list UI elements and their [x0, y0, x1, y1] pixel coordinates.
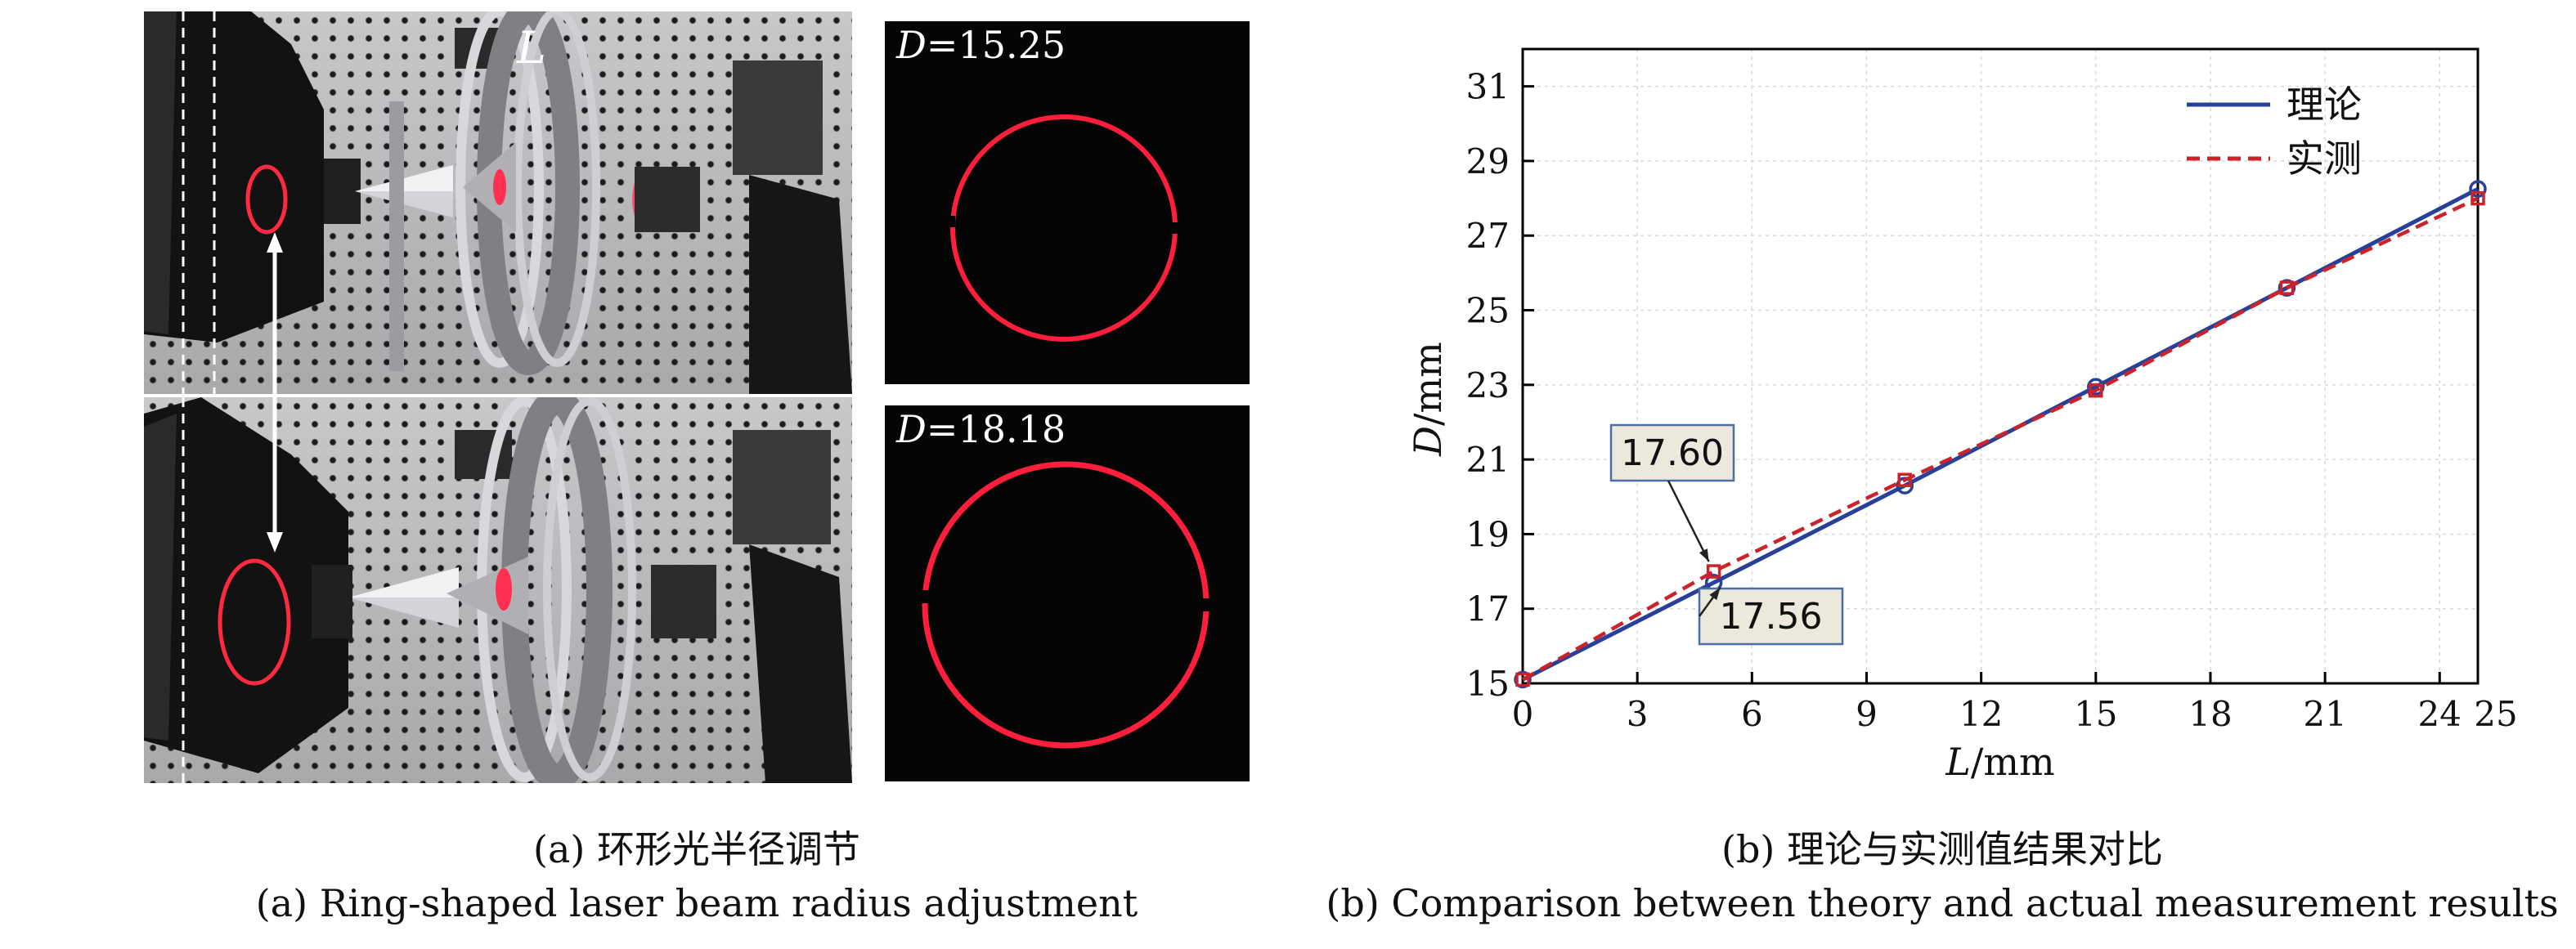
ring-thumbnail-bottom: D=18.18	[885, 405, 1250, 781]
data-point-measured	[1897, 472, 1912, 487]
y-tick-label: 31	[1466, 67, 1510, 107]
x-tick-label: 21	[2303, 694, 2346, 734]
annotation-box	[1698, 587, 1844, 646]
caption-b-chinese: (b) 理论与实测值结果对比	[1721, 827, 2163, 871]
thumb-top-value: =15.25	[926, 23, 1066, 67]
laser-ring-icon-small	[947, 114, 1180, 342]
thumb-bottom-label: D=18.18	[896, 409, 1066, 450]
thumb-bottom-var: D	[896, 407, 927, 451]
arrowhead-icon	[1699, 548, 1709, 562]
annotations: 17.60 17.56	[1609, 423, 1844, 646]
y-tick-label: 15	[1466, 664, 1510, 704]
annotation-label: 17.56	[1720, 596, 1823, 638]
thumb-bottom-value: =18.18	[926, 407, 1066, 451]
annotation-arrow	[1667, 480, 1710, 562]
x-tick-label: 15	[2074, 694, 2117, 734]
series-line-measured	[1521, 196, 2479, 682]
data-point-measured	[2089, 383, 2103, 398]
x-tick-label: 0	[1512, 694, 1534, 734]
y-axis-var: D	[1406, 426, 1450, 457]
y-axis-unit: /mm	[1406, 342, 1450, 426]
y-axis-label: D/mm	[1406, 342, 1450, 457]
data-point-measured	[2471, 190, 2485, 206]
y-tick-label: 27	[1466, 216, 1510, 256]
x-axis-label: L/mm	[1945, 740, 2054, 784]
panel-b: 0 3 6 9 12 15 18 21 24 25 15 17 19 21 23 25 27 29 31 17.60…	[1308, 0, 2576, 949]
x-tick-label: 6	[1741, 694, 1763, 734]
distance-label: L	[517, 22, 546, 74]
data-point-theory	[1514, 670, 1532, 689]
data-point-measured	[2279, 280, 2295, 295]
x-tick-label: 12	[1959, 694, 2003, 734]
x-tick-label: 24	[2418, 694, 2462, 734]
grid	[1523, 49, 2478, 683]
x-axis-var: L	[1945, 740, 1971, 784]
thumb-top-label: D=15.25	[896, 25, 1066, 66]
thumb-top-var: D	[896, 23, 927, 67]
caption-b-english: (b) Comparison between theory and actual…	[1326, 881, 2559, 925]
series	[1514, 180, 2487, 689]
caption-a-chinese: (a) 环形光半径调节	[533, 827, 860, 871]
y-tick-label: 23	[1466, 365, 1510, 405]
setup-photo-bottom	[144, 397, 852, 783]
x-axis-unit: /mm	[1971, 740, 2055, 784]
y-tick-label: 29	[1466, 141, 1510, 181]
legend-label-theory: 理论	[2287, 83, 2362, 127]
x-tick-label: 18	[2188, 694, 2232, 734]
y-tick-label: 25	[1466, 291, 1510, 331]
ring-thumbnail-top: D=15.25	[885, 21, 1250, 384]
y-tick-label: 17	[1466, 589, 1510, 629]
caption-a-english: (a) Ring-shaped laser beam radius adjust…	[255, 881, 1138, 925]
x-tick-label: 3	[1627, 694, 1649, 734]
y-tick-label: 19	[1466, 514, 1510, 554]
data-point-measured	[1515, 672, 1530, 687]
annotation-box	[1609, 423, 1735, 482]
axis-ticks: 0 3 6 9 12 15 18 21 24 25 15 17 19 21 23 25 27 29 31	[1466, 67, 2518, 734]
x-tick-label: 25	[2474, 694, 2517, 734]
setup-photo-top: L	[144, 11, 852, 394]
data-point-theory	[2469, 180, 2487, 198]
y-tick-label: 21	[1466, 440, 1510, 480]
laser-ring-icon-large	[922, 461, 1210, 749]
legend-label-measured: 实测	[2287, 137, 2362, 181]
data-point-measured	[1706, 564, 1721, 579]
data-point-theory	[2087, 378, 2105, 396]
setup-illustration-bottom	[144, 397, 852, 783]
setup-illustration-top	[144, 11, 852, 394]
annotation-label: 17.60	[1621, 432, 1724, 474]
plot-frame	[1521, 47, 2480, 685]
arrowhead-icon	[1709, 587, 1721, 601]
comparison-chart: 0 3 6 9 12 15 18 21 24 25 15 17 19 21 23 25 27 29 31 17.60…	[1406, 47, 2518, 784]
x-tick-label: 9	[1856, 694, 1878, 734]
panel-a: L	[0, 0, 1276, 949]
data-point-theory	[2278, 279, 2296, 297]
